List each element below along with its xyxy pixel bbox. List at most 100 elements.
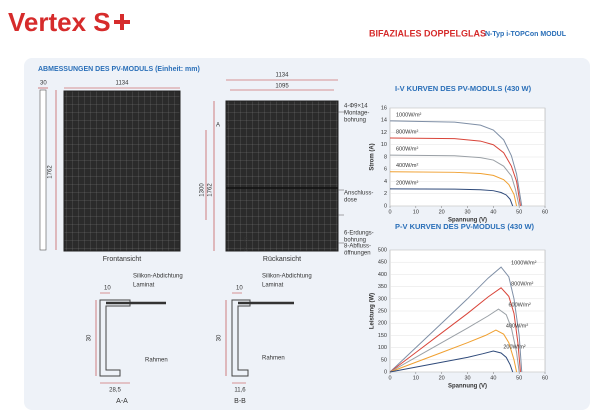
curve — [389, 329, 518, 373]
dim-label: 1762 — [208, 183, 214, 197]
dim-label: 1300 — [200, 183, 206, 197]
y-tick-label: 150 — [378, 333, 387, 339]
y-tick-label: 100 — [378, 345, 387, 351]
section-label: B-B — [234, 398, 246, 405]
y-tick-label: 14 — [381, 118, 387, 124]
series-label: 1000W/m² — [511, 261, 537, 267]
logo: Vertex S — [8, 7, 111, 37]
dim-line — [205, 79, 338, 251]
section-title: ABMESSUNGEN DES PV-MODULS (Einheit: mm) — [38, 66, 200, 73]
y-tick-label: 350 — [378, 284, 387, 290]
y-tick-label: 300 — [378, 296, 387, 302]
x-tick-label: 20 — [439, 375, 445, 381]
dim-label: 10 — [236, 286, 243, 292]
x-tick-label: 10 — [413, 375, 419, 381]
view-label: Frontansicht — [103, 256, 142, 263]
y-tick-label: 50 — [381, 357, 387, 363]
y-tick-label: 16 — [381, 105, 387, 111]
subtitle: N-Typ i-TOPCon MODUL — [485, 31, 567, 38]
series-label: 600W/m² — [396, 147, 418, 153]
x-tick-label: 10 — [413, 209, 419, 215]
y-tick-label: 0 — [384, 369, 387, 375]
series-label: 400W/m² — [396, 163, 418, 169]
x-tick-label: 0 — [388, 375, 391, 381]
section-mark: A — [226, 123, 230, 129]
x-tick-label: 30 — [464, 209, 470, 215]
curve — [389, 350, 514, 373]
dim-label: 30 — [40, 81, 47, 87]
callout: 8-Abfluss- — [344, 244, 371, 250]
dim-label: 28,5 — [109, 388, 121, 394]
curve — [389, 120, 523, 207]
y-tick-label: 400 — [378, 272, 387, 278]
series-label: 200W/m² — [396, 180, 418, 186]
dim-label: 1134 — [276, 73, 290, 79]
section-drawing — [95, 292, 166, 384]
curve — [389, 266, 523, 373]
y-tick-label: 200 — [378, 321, 387, 327]
x-axis-label: Spannung (V) — [448, 384, 487, 390]
leader — [338, 111, 346, 244]
x-tick-label: 50 — [516, 209, 522, 215]
dim-label: 1134 — [116, 81, 130, 87]
curve — [389, 154, 520, 207]
callout: Rahmen — [262, 356, 285, 362]
y-tick-label: 10 — [381, 142, 387, 148]
y-tick-label: 250 — [378, 308, 387, 314]
y-tick-label: 6 — [384, 167, 387, 173]
y-tick-label: 500 — [378, 247, 387, 253]
curve — [389, 137, 521, 207]
callout: dose — [344, 198, 358, 204]
chart-title: I-V KURVEN DES PV-MODULS (430 W) — [395, 84, 532, 93]
dim-label: 1762 — [48, 165, 54, 179]
series-label: 200W/m² — [503, 344, 525, 350]
product: BIFAZIALES DOPPELGLAS — [369, 28, 486, 38]
callout: bohrung — [344, 238, 366, 244]
dim-label: 30 — [217, 334, 223, 341]
y-tick-label: 12 — [381, 130, 387, 136]
section-label: A-A — [116, 398, 128, 405]
dim-label: 11,6 — [234, 388, 246, 394]
front-panel — [63, 90, 181, 252]
series-label: 800W/m² — [396, 129, 418, 135]
y-tick-label: 450 — [378, 260, 387, 266]
x-tick-label: 50 — [516, 375, 522, 381]
series-label: 400W/m² — [506, 323, 528, 329]
x-tick-label: 40 — [490, 375, 496, 381]
section-mark: B — [244, 238, 248, 244]
x-tick-label: 60 — [542, 209, 548, 215]
chart-title: P-V KURVEN DES PV-MODULS (430 W) — [395, 222, 535, 231]
callout: Laminat — [262, 283, 284, 289]
series-label: 800W/m² — [511, 281, 533, 287]
callout: Montage- — [344, 111, 369, 117]
y-axis-label: Leistung (W) — [370, 293, 376, 329]
y-tick-label: 8 — [384, 154, 387, 160]
y-tick-label: 0 — [384, 203, 387, 209]
y-tick-label: 4 — [384, 179, 387, 185]
callout: Laminat — [133, 283, 155, 289]
curve — [389, 308, 520, 373]
series-label: 600W/m² — [509, 303, 531, 309]
callout: Silikon-Abdichtung — [262, 274, 312, 280]
callout: öffnungen — [344, 251, 371, 257]
callout: Anschluss- — [344, 191, 373, 197]
callout: bohrung — [344, 118, 366, 124]
dim-label: 30 — [87, 334, 93, 341]
callout: Silikon-Abdichtung — [133, 274, 183, 280]
section-mark: A — [216, 123, 220, 129]
dim-label: 10 — [104, 286, 111, 292]
logo-plus — [114, 14, 130, 30]
rear-panel — [225, 100, 339, 252]
y-tick-label: 2 — [384, 191, 387, 197]
callout: 4-Φ9×14 — [344, 104, 368, 110]
callout: 6-Erdungs- — [344, 231, 374, 237]
x-tick-label: 40 — [490, 209, 496, 215]
x-tick-label: 0 — [388, 209, 391, 215]
curve — [389, 171, 518, 207]
x-tick-label: 20 — [439, 209, 445, 215]
view-label: Rückansicht — [263, 256, 301, 263]
curve — [389, 188, 514, 207]
y-axis-label: Strom (A) — [370, 143, 376, 170]
callout: Rahmen — [145, 358, 168, 364]
